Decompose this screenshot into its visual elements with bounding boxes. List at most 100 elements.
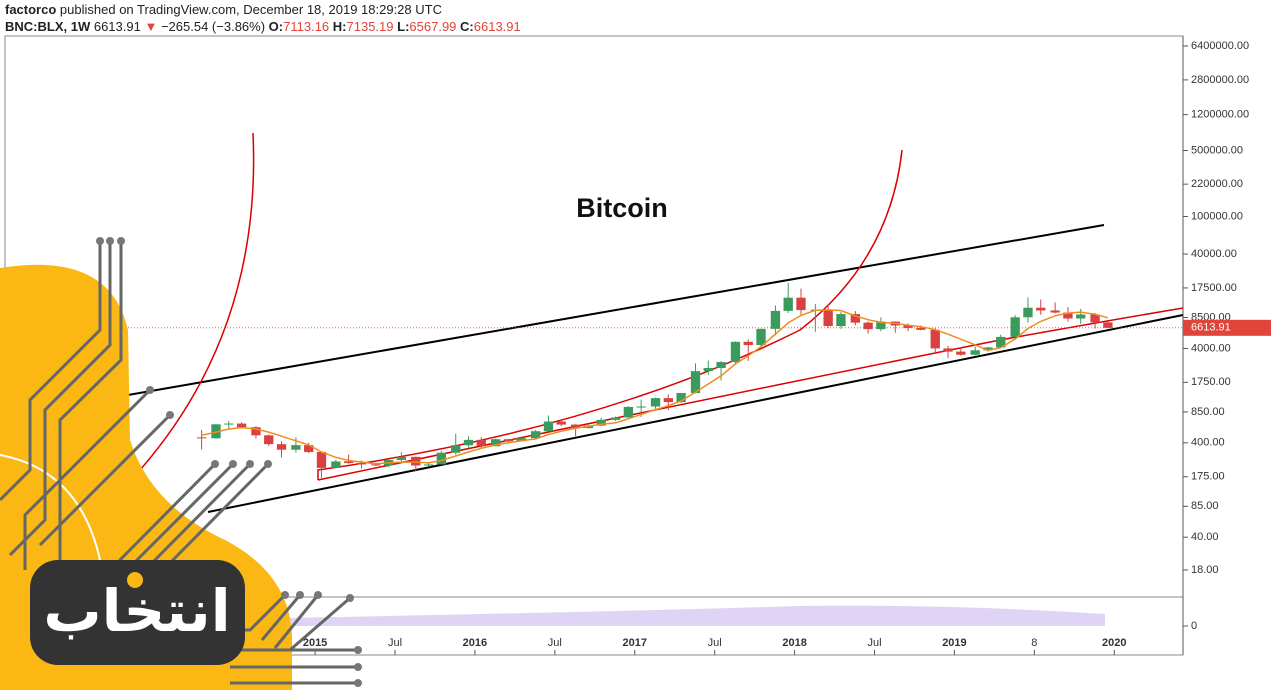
candle-body: [730, 341, 741, 363]
candle-body: [703, 368, 713, 372]
publish-info: factorco published on TradingView.com, D…: [5, 2, 442, 17]
candle-body: [491, 439, 501, 447]
candle-body: [211, 424, 221, 439]
candle-body: [264, 435, 274, 445]
candle-body: [356, 463, 367, 465]
candle-body: [423, 464, 434, 466]
candle-body: [476, 439, 486, 447]
last-price: 6613.91: [93, 19, 141, 34]
last-price-box: [1183, 319, 1271, 336]
circuit-dots: [96, 237, 362, 687]
candle-body: [556, 421, 566, 425]
candle-body: [610, 417, 621, 420]
candle-body: [316, 451, 327, 468]
change-arrow: ▼: [144, 19, 158, 34]
candle-body: [783, 297, 793, 311]
curve: [139, 132, 255, 471]
candle-body: [1010, 317, 1020, 337]
candle-body: [623, 406, 634, 418]
candle-body: [716, 362, 726, 369]
candle-body: [543, 421, 554, 432]
candle-body: [903, 325, 913, 328]
x-tick-label: Jul: [548, 637, 562, 649]
candle-body: [690, 371, 701, 393]
y-tick-label: 4000.00: [1191, 342, 1231, 354]
y-tick-label: 17500.00: [1191, 282, 1237, 294]
candle-body: [236, 423, 247, 428]
x-tick-label: Jul: [388, 637, 402, 649]
ohlc-label: O:: [268, 19, 284, 34]
author: factorco: [5, 2, 57, 17]
candle-body: [451, 445, 461, 453]
ohlc-value: 6567.99: [409, 19, 457, 34]
symbol: BNC:BLX, 1W: [5, 19, 91, 34]
ohlc-label: L:: [397, 19, 410, 34]
y-tick-label: 100000.00: [1191, 210, 1243, 222]
candle-body: [224, 423, 234, 425]
candle-body: [636, 406, 646, 408]
candle-body: [836, 314, 846, 327]
logo-box: [30, 560, 245, 665]
last-price-label: 6613.91: [1191, 322, 1231, 334]
candle-body: [251, 427, 261, 436]
x-tick-label: 2015: [303, 637, 327, 649]
publish-text: published on TradingView.com, December 1…: [59, 2, 442, 17]
x-tick-label: 2017: [623, 637, 647, 649]
candle-body: [1023, 307, 1033, 318]
candle-body: [823, 309, 833, 327]
logo-arc: [0, 454, 101, 561]
candle-body: [983, 347, 993, 351]
candle-body: [503, 439, 514, 442]
candle-body: [756, 328, 766, 346]
y-tick-label: 175.00: [1191, 471, 1225, 483]
candle-body: [570, 424, 581, 429]
x-tick-label: Jul: [708, 637, 722, 649]
moving-average: [201, 309, 1109, 465]
candle-body: [650, 398, 661, 407]
ohlc-label: H:: [332, 19, 347, 34]
x-tick-label: 2016: [463, 637, 487, 649]
candle-body: [1050, 310, 1060, 313]
candle-body: [996, 336, 1006, 348]
candle-body: [1076, 314, 1086, 319]
candle-body: [276, 444, 287, 450]
y-tick-label: 2800000.00: [1191, 74, 1249, 86]
candle-body: [956, 351, 966, 355]
candle-body: [1090, 314, 1100, 323]
candle-body: [530, 431, 541, 439]
candle-body: [930, 329, 940, 349]
y-tick-label: 400.00: [1191, 437, 1225, 449]
ohlc: O:7113.16 H:7135.19 L:6567.99 C:6613.91: [269, 19, 521, 34]
candle-body: [516, 438, 526, 442]
candle-body: [916, 327, 926, 330]
logo-text: انتخاب: [43, 577, 230, 645]
candle-body: [371, 464, 381, 466]
candle-body: [850, 314, 860, 323]
volume-band: [285, 605, 1105, 626]
y-tick-label: 40.00: [1191, 531, 1219, 543]
candle-body: [770, 310, 781, 329]
y-tick-label: 85.00: [1191, 500, 1219, 512]
candle-body: [331, 461, 341, 468]
logo-coin: [127, 572, 143, 588]
candle-body: [304, 445, 314, 452]
candle-body: [676, 392, 686, 403]
y-tick-label: 500000.00: [1191, 144, 1243, 156]
x-tick-label: 2020: [1102, 637, 1126, 649]
candle-body: [743, 341, 753, 346]
candle-body: [596, 419, 606, 426]
layer: 6400000.00 2800000.00 1200000.00 500000.00 2…: [5, 40, 1249, 655]
y-tick-label: 1200000.00: [1191, 109, 1249, 121]
candle-body: [396, 456, 407, 461]
candle-body: [863, 322, 873, 330]
candle-body: [343, 461, 354, 464]
x-tick-label: Jul: [867, 637, 881, 649]
candle-body: [1036, 307, 1046, 311]
candle-body: [411, 456, 421, 466]
ohlc-value: 7113.16: [283, 19, 330, 34]
y-tick-label: 850.00: [1191, 406, 1225, 418]
y-tick-label: 18.00: [1191, 564, 1219, 576]
trend-line: [127, 224, 1105, 396]
candle-body: [196, 437, 207, 439]
